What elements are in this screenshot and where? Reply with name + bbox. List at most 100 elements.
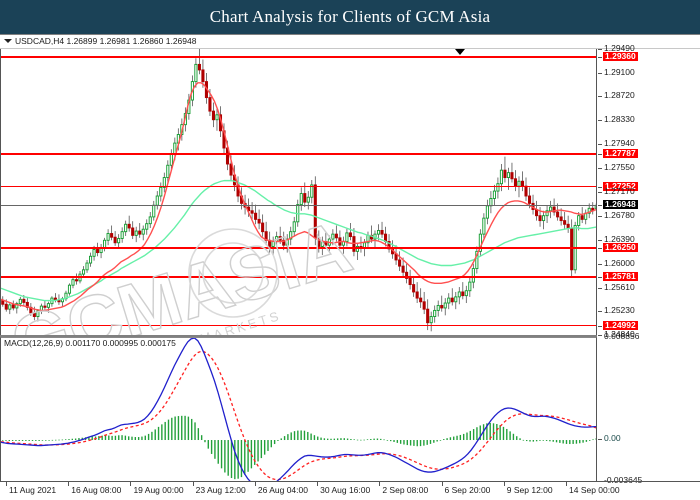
macd-histogram-bar	[549, 440, 551, 442]
candle-body	[440, 305, 444, 309]
candle-body	[32, 312, 36, 317]
candle-body	[250, 210, 254, 214]
macd-histogram-bar	[333, 438, 336, 441]
price-chart-pane[interactable]: GCMASIA GLOBAL CAPITAL MARKETS	[0, 49, 597, 335]
candle-body	[278, 236, 282, 241]
macd-histogram-bar	[320, 437, 322, 441]
macd-histogram-bar	[363, 439, 365, 441]
macd-histogram-bar	[124, 435, 127, 441]
price-tick	[598, 96, 602, 98]
level-price-label[interactable]: 1.24992	[603, 319, 638, 330]
macd-histogram-bar	[204, 440, 206, 443]
chevron-down-icon[interactable]	[4, 39, 12, 43]
level-price-label[interactable]: 1.26250	[603, 242, 638, 253]
price-axis-label: 1.27170	[604, 185, 635, 196]
macd-histogram-bar	[539, 440, 541, 441]
support-1-26250[interactable]	[1, 247, 596, 250]
macd-signal-line	[1, 350, 596, 481]
candle-body	[401, 265, 405, 273]
macd-histogram-bar	[466, 432, 468, 441]
candle-body	[124, 223, 128, 233]
time-axis-label: 26 Aug 04:00	[257, 485, 308, 495]
macd-histogram-bar	[257, 440, 259, 462]
resistance-1-29360[interactable]	[1, 56, 596, 58]
time-axis-label: 19 Aug 00:00	[133, 485, 184, 495]
macd-histogram-bar	[1, 440, 4, 441]
macd-histogram-bar	[38, 440, 40, 441]
macd-histogram-bar	[45, 440, 47, 441]
macd-histogram-bar	[529, 440, 531, 442]
macd-histogram-bar	[11, 440, 14, 441]
macd-histogram-bar	[340, 438, 342, 441]
macd-histogram-bar	[68, 439, 70, 441]
macd-histogram-bar	[559, 440, 561, 443]
current-price-line[interactable]	[1, 204, 596, 206]
level-price-label[interactable]: 1.27787	[603, 147, 638, 158]
chart-window: USDCAD,H4 1.26899 1.26981 1.26860 1.2694…	[0, 34, 700, 500]
macd-histogram-bar	[492, 423, 495, 441]
price-tick	[598, 153, 602, 155]
candle-body	[503, 169, 507, 178]
macd-histogram-bar	[579, 440, 581, 444]
price-tick	[598, 215, 602, 217]
macd-histogram-bar	[260, 440, 263, 459]
candle-body	[113, 236, 117, 244]
macd-indicator-pane[interactable]	[0, 337, 597, 481]
price-axis[interactable]: 1.29490 1.29360 1.29100 1.28720 1.28330 1.279…	[598, 44, 700, 485]
support-1-24992[interactable]	[1, 324, 596, 327]
macd-histogram-bar	[118, 435, 120, 441]
macd-histogram-bar	[263, 440, 266, 455]
macd-histogram-bar	[25, 440, 27, 441]
resistance-1-27787[interactable]	[1, 152, 596, 155]
candle-body	[331, 233, 335, 240]
candle-body	[71, 279, 75, 286]
macd-histogram-bar	[214, 440, 216, 459]
price-axis-label: 1.29490	[604, 43, 635, 53]
time-axis-label: 16 Aug 08:00	[71, 485, 122, 495]
support-1-25781[interactable]	[1, 276, 596, 278]
macd-histogram-bar	[496, 424, 498, 441]
macd-histogram-bar	[164, 421, 166, 441]
down-triangle-marker[interactable]	[454, 49, 465, 55]
candle-body	[478, 233, 482, 252]
candle-body	[587, 207, 591, 214]
current-price-label[interactable]: 1.26948	[603, 199, 638, 210]
time-tick	[441, 482, 443, 486]
candle-body	[36, 310, 40, 318]
macd-histogram-bar	[290, 432, 292, 441]
level-price-label[interactable]: 1.29360	[603, 50, 638, 61]
macd-histogram-bar	[552, 440, 554, 442]
macd-histogram-bar	[174, 416, 176, 441]
macd-histogram-bar	[217, 440, 219, 464]
candle-body	[482, 217, 486, 235]
candle-body	[194, 63, 198, 83]
macd-histogram-bar	[167, 419, 170, 441]
level-price-label[interactable]: 1.25781	[603, 271, 638, 282]
candle-body	[11, 304, 15, 309]
candle-body	[475, 250, 479, 270]
macd-histogram-bar	[108, 435, 110, 441]
macd-histogram-bar	[512, 433, 515, 441]
price-tick	[598, 168, 602, 170]
macd-histogram-bar	[287, 434, 289, 441]
macd-histogram-bar	[64, 439, 67, 441]
candle-body	[422, 301, 426, 310]
macd-axis-label: 0.00	[604, 433, 621, 443]
candle-body	[457, 291, 461, 298]
time-tick	[379, 482, 381, 486]
candle-body	[22, 298, 26, 303]
time-tick	[68, 482, 70, 486]
candle-body	[120, 231, 124, 239]
resistance-1-27252[interactable]	[1, 185, 596, 188]
macd-histogram-bar	[330, 438, 332, 441]
time-axis[interactable]: 11 Aug 2021 16 Aug 08:00 19 Aug 00:00 23 Au…	[0, 481, 700, 500]
candle-body	[159, 186, 163, 197]
macd-histogram-bar	[592, 439, 594, 441]
macd-histogram-bar	[297, 430, 299, 441]
price-tick	[598, 72, 602, 74]
candle-body	[292, 221, 296, 233]
macd-histogram-bar	[462, 433, 465, 441]
level-price-label[interactable]: 1.27252	[603, 180, 638, 191]
price-axis-label: 1.26780	[604, 209, 635, 220]
candle-body	[138, 230, 142, 235]
